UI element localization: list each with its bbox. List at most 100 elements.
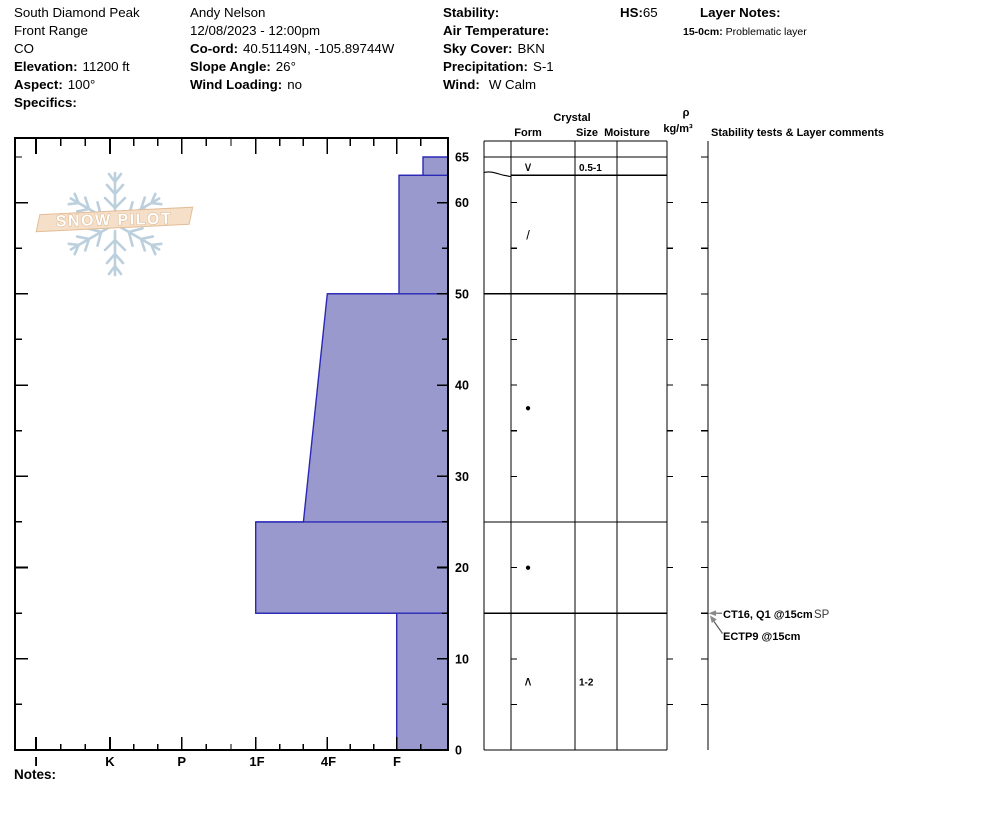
left-axis-major-ticks xyxy=(15,201,28,660)
bottom-axis-minor-ticks xyxy=(60,744,422,750)
depth-label-60: 60 xyxy=(455,196,469,210)
table-column-lines xyxy=(483,141,709,750)
stability-comments-header: Stability tests & Layer comments xyxy=(711,127,884,139)
depth-label-20: 20 xyxy=(455,561,469,575)
specifics-row: Specifics: xyxy=(14,94,140,112)
grain-form-symbol-surface-hoar: ∨ xyxy=(523,159,533,174)
specifics-label: Specifics: xyxy=(14,95,77,110)
observer-name: Andy Nelson xyxy=(190,5,266,20)
sky-cover-row: Sky Cover: BKN xyxy=(443,40,554,58)
aspect-row: Aspect: 100° xyxy=(14,76,140,94)
depth-label-40: 40 xyxy=(455,379,469,393)
grain-form-symbol-depth-hoar: ∧ xyxy=(523,674,533,689)
elevation-value: 11200 ft xyxy=(82,59,130,74)
hs-label: HS: xyxy=(620,5,643,20)
wind-label: Wind: xyxy=(443,77,480,92)
precipitation-label: Precipitation: xyxy=(443,59,528,74)
banner-ribbon xyxy=(35,206,194,233)
layer-notes-label: Layer Notes: xyxy=(700,5,781,20)
density-units-header: kg/m³ xyxy=(663,123,693,135)
location-block: South Diamond Peak Front Range CO Elevat… xyxy=(14,4,140,112)
grain-size-layer1: 0.5-1 xyxy=(579,163,602,174)
snowpilot-logo-text: SNOW PILOT xyxy=(56,211,173,231)
aspect-value: 100° xyxy=(67,77,96,92)
x-axis-label-1F: 1F xyxy=(249,754,264,769)
grain-size-layer5: 1-2 xyxy=(579,678,594,689)
precipitation-row: Precipitation: S-1 xyxy=(443,58,554,76)
top-axis-major-ticks xyxy=(35,138,398,154)
depth-label-0: 0 xyxy=(455,744,462,758)
wind-loading-value: no xyxy=(287,77,302,92)
slope-angle-row: Slope Angle: 26° xyxy=(190,58,394,76)
aspect-label: Aspect: xyxy=(14,77,63,92)
mountain-range: Front Range xyxy=(14,23,88,38)
layer-note-text: Problematic layer xyxy=(725,26,807,38)
coord-value: 40.51149N, -105.89744W xyxy=(243,41,395,56)
sky-cover-value: BKN xyxy=(517,41,545,56)
wind-value: W Calm xyxy=(488,77,537,92)
hardness-profile-area xyxy=(255,156,449,751)
stability-row: Stability: xyxy=(443,4,554,22)
stability-label: Stability: xyxy=(443,5,500,20)
form-header: Form xyxy=(514,127,542,139)
conditions-block: Stability: Air Temperature: Sky Cover: BK… xyxy=(443,4,554,94)
wind-loading-label: Wind Loading: xyxy=(190,77,283,92)
snowpilot-banner: SNOW PILOT xyxy=(35,206,194,233)
ct-test-arrowhead-icon xyxy=(708,610,716,616)
wind-row: Wind: W Calm xyxy=(443,76,554,94)
hs-block: HS:65 xyxy=(620,4,658,22)
depth-label-50: 50 xyxy=(455,287,469,301)
x-axis-label-4F: 4F xyxy=(321,754,336,769)
observer-block: Andy Nelson 12/08/2023 - 12:00pm Co-ord:… xyxy=(190,4,394,94)
elevation-label: Elevation: xyxy=(14,59,78,74)
density-symbol-header: ρ xyxy=(683,107,690,119)
moisture-header: Moisture xyxy=(604,127,650,139)
top-axis-minor-ticks xyxy=(60,138,422,146)
layer-note-item: 15-0cm: Problematic layer xyxy=(683,26,807,38)
wind-loading-row: Wind Loading: no xyxy=(190,76,394,94)
ct-test-result: CT16, Q1 @15cm xyxy=(723,609,813,621)
depth-label-10: 10 xyxy=(455,652,469,666)
ect-test-arrow-shaft xyxy=(713,621,723,634)
ect-test-arrowhead-icon xyxy=(710,615,717,623)
elevation-row: Elevation: 11200 ft xyxy=(14,58,140,76)
grain-form-symbol-rounds-2: ● xyxy=(525,563,531,574)
depth-label-30: 30 xyxy=(455,470,469,484)
ct-test-suffix: SP xyxy=(814,609,830,621)
precipitation-value: S-1 xyxy=(532,59,554,74)
depth-label-65: 65 xyxy=(455,151,469,165)
table-row-lines xyxy=(484,140,667,751)
rho-column-depth-ticks xyxy=(667,202,673,705)
observation-datetime: 12/08/2023 - 12:00pm xyxy=(190,23,321,38)
grain-form-symbol-rounds-1: ● xyxy=(525,403,531,414)
slope-angle-label: Slope Angle: xyxy=(190,59,271,74)
layer-boundary-lines xyxy=(255,174,448,614)
x-axis-label-P: P xyxy=(177,754,186,769)
state: CO xyxy=(14,41,34,56)
crystal-header: Crystal xyxy=(553,112,590,124)
sky-cover-label: Sky Cover: xyxy=(443,41,513,56)
left-axis-minor-ticks xyxy=(15,156,22,706)
slope-angle-value: 26° xyxy=(275,59,296,74)
comments-column-depth-ticks xyxy=(701,156,708,705)
right-axis-minor-ticks xyxy=(442,247,448,706)
grain-form-symbol-decomposing: / xyxy=(526,228,530,243)
hs-value: 65 xyxy=(642,5,658,20)
notes-label: Notes: xyxy=(14,767,56,782)
air-temp-row: Air Temperature: xyxy=(443,22,554,40)
coord-row: Co-ord: 40.51149N, -105.89744W xyxy=(190,40,394,58)
x-axis-label-K: K xyxy=(105,754,115,769)
layer-notes-block: Layer Notes: xyxy=(700,4,781,22)
layer-note-range: 15-0cm: xyxy=(683,26,723,38)
bottom-axis-major-ticks xyxy=(35,737,398,750)
ect-test-result: ECTP9 @15cm xyxy=(723,631,801,643)
x-axis-label-F: F xyxy=(393,754,401,769)
site-name: South Diamond Peak xyxy=(14,5,140,20)
air-temp-label: Air Temperature: xyxy=(443,23,550,38)
form-column-depth-ticks xyxy=(511,202,517,705)
x-axis-label-I: I xyxy=(34,754,38,769)
size-header: Size xyxy=(576,127,598,139)
coord-label: Co-ord: xyxy=(190,41,238,56)
surface-connector-line xyxy=(483,171,512,178)
